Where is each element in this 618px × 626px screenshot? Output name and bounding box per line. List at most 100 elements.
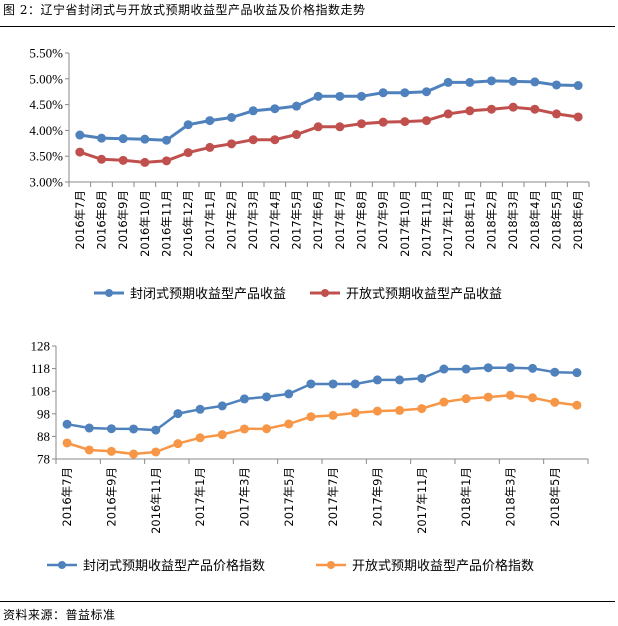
data-point-1	[530, 77, 540, 87]
data-point-1	[465, 77, 475, 87]
chart-price-index: 78 88 98 108 118 128 2016年7月 2016年9月 2016年11月 201…	[31, 339, 589, 574]
y-tick-label: 88	[37, 429, 50, 444]
x-tick-label: 2017年9月	[370, 467, 384, 527]
legend-marker	[105, 289, 113, 297]
data-point-2	[395, 405, 405, 415]
data-point-2	[465, 106, 475, 116]
y-tick-label: 98	[37, 406, 50, 421]
data-point-1	[97, 133, 106, 143]
x-tick-label: 2016年11月	[149, 467, 163, 534]
data-point-1	[106, 424, 116, 434]
data-point-2	[97, 154, 106, 164]
data-point-1	[313, 91, 323, 101]
x-tick-label: 2017年7月	[326, 467, 340, 527]
data-point-1	[227, 113, 236, 122]
y-tick-label: 78	[37, 452, 50, 467]
data-point-1	[487, 76, 496, 86]
data-point-1	[443, 77, 453, 87]
x-tick-label: 2017年10月	[398, 190, 412, 257]
data-point-2	[205, 142, 215, 152]
data-point-2	[62, 438, 72, 448]
data-point-2	[84, 445, 94, 455]
x-tick-label: 2016年10月	[138, 190, 152, 257]
x-tick-label: 2018年4月	[528, 190, 542, 250]
x-tick-label: 2017年7月	[333, 190, 347, 250]
data-point-2	[262, 424, 272, 434]
y-tick-label: 5.00%	[29, 71, 63, 86]
x-tick-label: 2018年5月	[548, 467, 562, 527]
data-point-1	[75, 130, 85, 140]
x-tick-label: 2017年3月	[237, 467, 251, 527]
x-tick-label: 2018年5月	[550, 190, 564, 250]
data-point-1	[284, 389, 294, 399]
data-point-2	[372, 406, 382, 416]
data-point-1	[395, 375, 405, 385]
legend-marker	[58, 561, 66, 569]
x-tick-label: 2016年8月	[95, 190, 109, 250]
legend-label: 封闭式预期收益型产品收益	[130, 287, 286, 302]
x-tick-label: 2018年3月	[503, 467, 517, 527]
data-point-2	[400, 117, 410, 127]
data-point-2	[306, 412, 316, 422]
x-tick-label: 2017年3月	[246, 190, 260, 250]
legend-label: 封闭式预期收益型产品价格指数	[83, 558, 265, 574]
x-tick-label: 2016年7月	[60, 467, 74, 527]
data-point-1	[248, 106, 258, 116]
x-tick-label: 2017年4月	[268, 190, 282, 250]
data-point-1	[162, 135, 171, 145]
data-point-1	[572, 368, 582, 378]
data-point-2	[378, 117, 388, 127]
data-point-2	[106, 446, 116, 456]
x-tick-label: 2017年11月	[415, 467, 429, 534]
data-point-2	[328, 410, 338, 420]
data-point-2	[530, 104, 540, 114]
data-point-2	[217, 430, 227, 440]
data-point-2	[550, 397, 560, 407]
y-tick-label: 5.50%	[29, 46, 63, 61]
data-point-2	[505, 390, 515, 400]
data-point-1	[372, 375, 382, 385]
data-point-2	[75, 147, 85, 157]
y-tick-label: 4.00%	[29, 123, 63, 138]
data-point-2	[350, 408, 360, 418]
data-point-1	[151, 425, 161, 435]
data-point-2	[292, 130, 301, 140]
series-line-2	[66, 394, 578, 456]
x-tick-label: 2017年12月	[441, 190, 455, 257]
x-tick-label: 2017年11月	[420, 190, 434, 257]
data-point-2	[487, 104, 496, 114]
data-point-1	[573, 81, 583, 91]
data-point-2	[573, 112, 583, 122]
data-point-1	[417, 373, 427, 383]
legend-label: 开放式预期收益型产品价格指数	[352, 558, 534, 574]
figure-title: 图 2：辽宁省封闭式与开放式预期收益型产品收益及价格指数走势	[3, 3, 366, 17]
data-point-2	[461, 394, 471, 404]
data-point-1	[205, 116, 215, 126]
data-point-1	[350, 379, 360, 389]
data-point-2	[572, 400, 582, 410]
data-point-1	[84, 423, 94, 433]
x-tick-label: 2018年6月	[571, 190, 585, 250]
y-tick-label: 4.50%	[29, 97, 63, 112]
x-tick-label: 2016年7月	[73, 190, 87, 250]
x-tick-label: 2018年3月	[506, 190, 520, 250]
data-point-1	[505, 363, 515, 373]
data-point-1	[400, 88, 410, 98]
x-tick-label: 2017年8月	[355, 190, 369, 250]
x-tick-label: 2016年9月	[116, 190, 130, 250]
legend-marker	[321, 289, 329, 297]
data-point-2	[162, 156, 171, 166]
data-point-1	[262, 392, 272, 402]
y-tick-label: 3.50%	[29, 149, 63, 164]
x-tick-label: 2016年12月	[181, 190, 195, 257]
x-tick-label: 2018年2月	[485, 190, 499, 250]
x-tick-label: 2016年9月	[104, 467, 118, 527]
y-tick-label: 118	[31, 361, 50, 376]
data-point-1	[439, 364, 449, 374]
data-point-1	[195, 404, 205, 414]
data-point-2	[483, 392, 493, 402]
data-point-1	[306, 379, 316, 389]
data-point-1	[335, 91, 345, 101]
data-point-2	[227, 139, 236, 149]
x-tick-label: 2016年11月	[160, 190, 174, 257]
